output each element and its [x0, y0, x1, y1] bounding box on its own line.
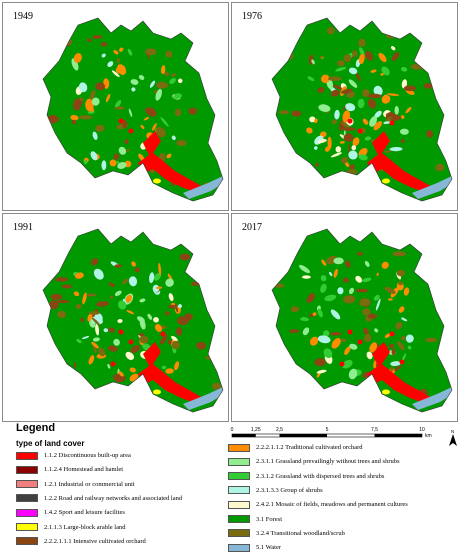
region-forest	[272, 229, 452, 412]
legend-title: Legend	[16, 422, 56, 434]
legend-item-label: 2.2.2.1.1.2 Traditional cultivated orcha…	[256, 444, 363, 451]
legend-item-label: 5.1 Water	[256, 544, 281, 552]
legend-swatch	[228, 500, 250, 509]
legend-item-label: 1.1.2.4 Homestead and hamlet	[44, 466, 124, 474]
legend-item: 2.3.1.3.3 Group of shrubs	[228, 485, 323, 496]
land-cover-map-1976	[271, 17, 453, 202]
region-forest	[43, 18, 223, 201]
region-forest	[272, 18, 452, 201]
legend-item: 2.1.1.3 Large-block arable land	[16, 522, 125, 533]
legend-item: 2.3.1.1 Grassland prevailingly without t…	[228, 456, 400, 467]
year-label: 1976	[242, 11, 262, 22]
north-arrow-icon: N	[449, 429, 457, 446]
scale-unit: km	[425, 433, 432, 439]
legend-item-label: 1.4.2 Sport and leisure facilites	[44, 509, 125, 517]
legend-item-label: 1.2.1 Industrial or commercial unit	[44, 480, 135, 488]
legend-item-label: 1.1.2 Discontinuous built-up area	[44, 452, 131, 459]
legend-swatch	[16, 537, 38, 546]
year-label: 1991	[13, 222, 33, 233]
scale-tick-label: 10	[419, 427, 425, 433]
land-cover-map-1949	[42, 17, 224, 202]
map-panel-1949: 1949	[2, 2, 229, 211]
land-cover-patches	[46, 251, 223, 410]
legend-item: 1.1.2.4 Homestead and hamlet	[16, 464, 123, 475]
legend-item-label: 2.3.1.2 Grassland with dispersed trees a…	[256, 472, 385, 480]
region-forest	[43, 229, 223, 412]
legend: Legend type of land cover 1.1.2 Disconti…	[16, 422, 457, 552]
legend-swatch	[16, 494, 38, 503]
legend-item-label: 2.3.1.3.3 Group of shrubs	[256, 486, 323, 494]
study-area-boundary	[42, 17, 224, 202]
legend-swatch	[228, 472, 250, 481]
legend-subtitle: type of land cover	[16, 439, 85, 448]
legend-item: 1.2.2 Road and railway networks and asso…	[16, 493, 182, 504]
legend-item-label: 1.2.2 Road and railway networks and asso…	[44, 494, 183, 502]
legend-swatch	[16, 451, 38, 460]
legend-item: 1.4.2 Sport and leisure facilites	[16, 507, 125, 518]
legend-item-label: 3.2.4 Transitional woodland/scrub	[256, 529, 345, 537]
legend-item: 1.2.1 Industrial or commercial unit	[16, 479, 135, 490]
year-label: 1949	[13, 11, 33, 22]
legend-item-label: 2.1.1.3 Large-block arable land	[44, 523, 126, 531]
land-cover-map-1991	[42, 228, 224, 413]
scale-tick-label: 5	[326, 427, 329, 433]
legend-item: 2.4.2.1 Mosaic of fields, meadows and pe…	[228, 499, 408, 510]
scale-bar: 0 1,25 2,5 5 7,5 10 km	[231, 427, 432, 439]
map-panel-1976: 1976	[231, 2, 458, 211]
map-panel-1991: 1991	[2, 213, 229, 422]
study-area-boundary	[271, 228, 453, 413]
study-area-boundary	[42, 228, 224, 413]
map-grid: 1949 1976 1991 2017	[2, 2, 458, 422]
north-label: N	[451, 429, 454, 434]
legend-swatch	[16, 480, 38, 489]
legend-swatch	[228, 515, 250, 524]
legend-swatch	[228, 457, 250, 466]
legend-swatch	[228, 443, 250, 452]
legend-item: 2.3.1.2 Grassland with dispersed trees a…	[228, 471, 384, 482]
legend-item-label: 3.1 Forest	[256, 515, 282, 523]
legend-item: 5.1 Water	[228, 542, 281, 553]
map-panel-2017: 2017	[231, 213, 458, 422]
legend-swatch	[228, 529, 250, 538]
study-area-boundary	[271, 17, 453, 202]
legend-swatch	[228, 543, 250, 552]
year-label: 2017	[242, 222, 262, 233]
scale-tick-label: 2,5	[276, 427, 283, 433]
scale-tick-label: 0	[231, 427, 234, 433]
legend-item: 3.2.4 Transitional woodland/scrub	[228, 528, 345, 539]
legend-item: 3.1 Forest	[228, 514, 282, 525]
legend-item: 2.2.2.1.1.2 Traditional cultivated orcha…	[228, 442, 363, 453]
legend-item: 2.2.2.1.1.1 Intensive cultivated orchard	[16, 536, 146, 547]
land-cover-patches	[273, 242, 452, 410]
legend-swatch	[16, 465, 38, 474]
legend-swatch	[228, 486, 250, 495]
legend-item-label: 2.3.1.1 Grassland prevailingly without t…	[256, 458, 400, 466]
land-cover-map-2017	[271, 228, 453, 413]
legend-swatch	[16, 508, 38, 517]
legend-item-label: 2.4.2.1 Mosaic of fields, meadows and pe…	[256, 501, 408, 509]
legend-item-label: 2.2.2.1.1.1 Intensive cultivated orchard	[44, 537, 146, 545]
scale-tick-label: 1,25	[251, 427, 261, 433]
land-cover-patches	[278, 27, 452, 199]
legend-swatch	[16, 523, 38, 532]
legend-item: 1.1.2 Discontinuous built-up area	[16, 450, 131, 461]
scale-tick-label: 7,5	[371, 427, 378, 433]
